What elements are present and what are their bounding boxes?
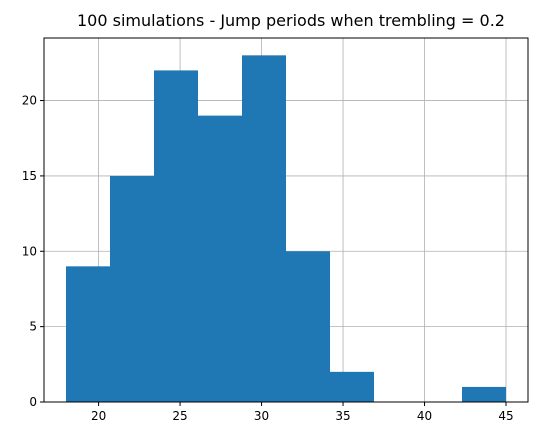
x-tick-label: 20	[91, 409, 106, 423]
x-axis: 20 25 30 35 40 45	[91, 402, 514, 423]
histogram-bar	[330, 371, 374, 402]
histogram-bar	[286, 251, 330, 402]
y-tick-label: 10	[22, 244, 37, 258]
x-tick-label: 25	[172, 409, 187, 423]
y-tick-label: 15	[22, 169, 37, 183]
x-tick-label: 40	[417, 409, 432, 423]
x-tick-label: 45	[498, 409, 513, 423]
histogram-bar	[198, 115, 242, 402]
histogram-bar	[242, 55, 286, 402]
x-tick-label: 35	[335, 409, 350, 423]
histogram-bar	[462, 386, 506, 402]
histogram-bars	[66, 55, 506, 403]
y-tick-label: 20	[22, 94, 37, 108]
histogram-bar	[66, 266, 110, 402]
y-axis: 0 5 10 15 20	[22, 94, 44, 409]
plot-frame	[43, 37, 529, 403]
histogram-bar	[154, 70, 198, 403]
y-tick-label: 0	[29, 395, 37, 409]
x-tick-label: 30	[254, 409, 269, 423]
chart-title: 100 simulations - Jump periods when trem…	[77, 11, 505, 30]
y-tick-label: 5	[29, 320, 37, 334]
histogram-bar	[110, 175, 154, 402]
